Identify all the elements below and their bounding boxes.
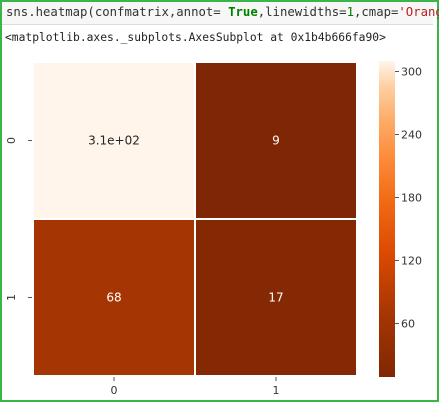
x-tick-label: 0 (111, 384, 118, 397)
heatmap-cell (32, 61, 196, 220)
colorbar: 300 240 180 120 60 (379, 61, 422, 377)
output-text: <matplotlib.axes._subplots.AxesSubplot a… (5, 31, 386, 44)
y-tick-label: 0 (5, 137, 18, 144)
colorbar-tick-label: 60 (401, 317, 415, 330)
code-mid1: ,linewidths= (257, 5, 347, 19)
code-cell[interactable]: sns.heatmap(confmatrix,annot= True,linew… (2, 2, 439, 25)
code-mid2: ,cmap= (353, 5, 399, 19)
heatmap-cell (194, 218, 358, 377)
code-string: 'Oranges_r' (398, 5, 439, 19)
code-line: sns.heatmap(confmatrix,annot= True,linew… (6, 5, 439, 19)
colorbar-tick-label: 240 (401, 128, 422, 141)
x-tick-label: 1 (273, 384, 280, 397)
cell-annotation: 68 (106, 291, 121, 305)
heatmap-axes: 0 1 0 1 (5, 137, 280, 397)
colorbar-tick-label: 180 (401, 191, 422, 204)
code-true-keyword: True (228, 5, 258, 19)
y-tick-label: 1 (5, 294, 18, 301)
cell-annotation: 17 (268, 291, 283, 305)
colorbar-gradient (379, 61, 395, 377)
colorbar-tick-label: 120 (401, 254, 422, 267)
heatmap-cell (194, 61, 358, 220)
code-prefix: sns.heatmap(confmatrix,annot= (6, 5, 229, 19)
cell-annotation: 9 (272, 134, 280, 148)
code-number: 1 (346, 5, 354, 19)
heatmap-cells (32, 61, 358, 377)
heatmap-cell (32, 218, 196, 377)
cell-annotation: 3.1e+02 (88, 134, 140, 148)
heatmap-annotations: 3.1e+02 9 68 17 (88, 134, 284, 305)
colorbar-tick-label: 300 (401, 65, 422, 78)
